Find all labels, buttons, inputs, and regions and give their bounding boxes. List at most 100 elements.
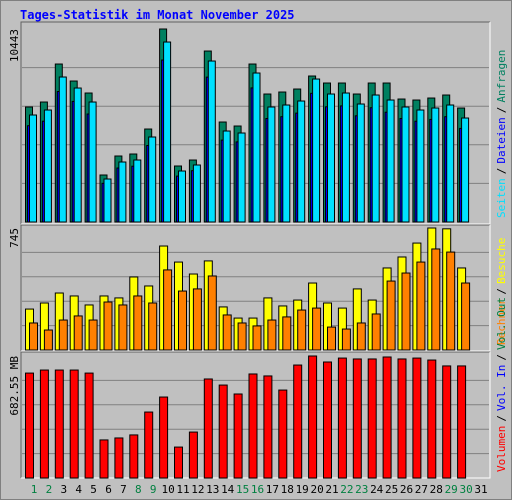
legend-item: Volumen	[495, 426, 508, 472]
x-tick-label: 2	[46, 483, 53, 496]
bar	[457, 365, 467, 479]
bar	[54, 369, 64, 479]
bar	[461, 282, 471, 351]
bar	[174, 446, 183, 479]
legend-separator: /	[495, 354, 508, 361]
legend-separator: /	[495, 415, 508, 422]
panel-border-dark	[20, 21, 490, 224]
bar	[237, 132, 246, 223]
bar	[282, 104, 291, 223]
x-tick-label: 31	[474, 483, 487, 496]
bar	[222, 130, 231, 223]
x-tick-label: 24	[370, 483, 384, 496]
bar	[237, 322, 247, 351]
bar	[312, 307, 322, 351]
bar	[386, 280, 396, 351]
bar	[203, 378, 213, 479]
panel-border-light	[21, 225, 491, 352]
bar	[133, 295, 143, 351]
bar	[88, 319, 98, 351]
bar	[252, 72, 261, 223]
bar	[222, 314, 232, 351]
bar	[73, 315, 83, 351]
bar	[163, 41, 172, 223]
bar	[43, 109, 52, 223]
bar	[431, 107, 440, 223]
legend-item: Rechner	[495, 298, 508, 345]
bar	[29, 322, 38, 351]
bar	[118, 161, 127, 223]
bar	[312, 78, 321, 223]
bar	[144, 411, 154, 479]
bar	[356, 322, 366, 351]
bar	[25, 372, 34, 479]
bar	[282, 316, 292, 351]
bar	[263, 375, 273, 479]
bar	[207, 275, 217, 351]
bar	[73, 87, 82, 223]
bar	[58, 76, 67, 223]
x-tick-label: 30	[459, 483, 472, 496]
x-tick-label: 8	[135, 483, 142, 496]
bar	[267, 106, 276, 223]
x-tick-label: 12	[191, 483, 204, 496]
bar	[446, 251, 456, 351]
bar	[297, 309, 307, 351]
bar	[159, 396, 169, 479]
bar	[427, 359, 437, 479]
x-tick-label: 7	[120, 483, 127, 496]
legend-separator: /	[495, 168, 508, 175]
x-tick-label: 11	[176, 483, 189, 496]
bar	[129, 434, 139, 479]
bar	[352, 358, 362, 479]
x-tick-label: 3	[60, 483, 67, 496]
x-tick-label: 6	[105, 483, 112, 496]
bar	[337, 357, 347, 479]
legend: Seiten / Dateien / Anfragen	[495, 50, 508, 218]
bar	[341, 92, 350, 223]
x-tick-label: 4	[75, 483, 82, 496]
legend-item: Anfragen	[495, 50, 508, 103]
x-tick-label: 14	[221, 483, 235, 496]
bar	[188, 431, 198, 479]
bar	[248, 373, 258, 479]
bar	[88, 101, 97, 223]
bar	[178, 290, 187, 351]
legend-item: Vol. In	[495, 365, 508, 411]
bar	[58, 319, 68, 351]
bar	[356, 103, 365, 223]
bar	[39, 369, 49, 479]
bar	[327, 326, 336, 351]
bar	[69, 369, 79, 479]
bar	[148, 136, 157, 223]
x-tick-label: 17	[266, 483, 279, 496]
bar	[416, 261, 426, 351]
bar	[446, 104, 455, 223]
bar	[401, 272, 411, 351]
bar	[416, 109, 425, 223]
bar	[297, 100, 306, 223]
bar	[371, 94, 380, 223]
bar	[382, 356, 392, 479]
bar	[442, 365, 452, 479]
bar	[327, 93, 335, 223]
bar	[267, 319, 277, 351]
x-tick-label: 16	[251, 483, 264, 496]
x-tick-label: 9	[150, 483, 157, 496]
bar	[178, 170, 186, 223]
x-tick-label: 5	[90, 483, 97, 496]
bar	[233, 393, 243, 479]
legend: Volumen / Vol. In / Vol. Out	[495, 297, 508, 472]
bar	[461, 117, 470, 223]
x-tick-label: 15	[236, 483, 249, 496]
legend-item: Besuche	[495, 238, 508, 284]
bar	[252, 325, 262, 351]
y-tick-label: 10443	[8, 29, 21, 62]
x-tick-label: 23	[355, 483, 368, 496]
bar	[192, 288, 202, 351]
bar	[371, 313, 381, 351]
bar	[118, 304, 128, 351]
x-tick-label: 29	[445, 483, 458, 496]
x-tick-label: 26	[400, 483, 413, 496]
